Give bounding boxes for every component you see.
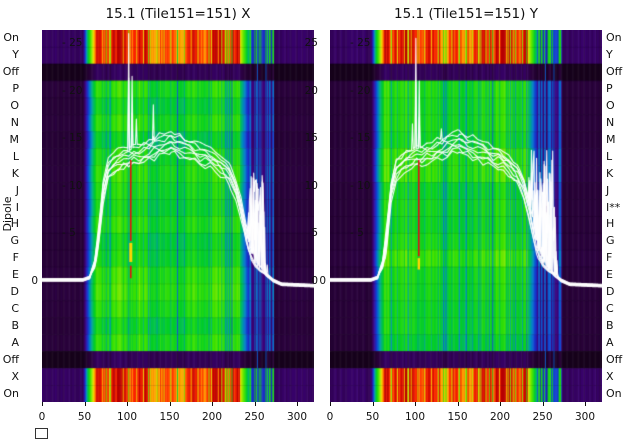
x-tick-label: 50 (77, 411, 92, 423)
dipole-label-right: Y (606, 48, 613, 62)
heatmap-canvas-x (42, 30, 314, 402)
x-tick-label: 300 (574, 411, 596, 423)
power-scale-label-right: 15 (304, 132, 318, 145)
power-scale-label-inner: - 15 (62, 132, 83, 145)
dipole-label-left: I (15, 200, 19, 214)
x-tick-mark (585, 402, 586, 406)
panel-title-x: 15.1 (Tile151=151) X (105, 6, 251, 22)
dipole-label-left: K (11, 166, 19, 180)
dipole-label-left: On (3, 31, 19, 45)
power-scale-label-zero: 0 (31, 275, 38, 287)
dipole-label-right: N (606, 116, 615, 129)
panel-title-y: 15.1 (Tile151=151) Y (394, 6, 538, 22)
power-scale-label-inner: - 10 (62, 179, 83, 192)
dipole-label-right: F (606, 251, 613, 265)
x-tick-label: 150 (159, 411, 180, 423)
power-scale-label-inner: - 10 (350, 179, 371, 192)
dipole-label-right: On (606, 386, 622, 400)
dipole-label-right: X (606, 369, 614, 383)
dipole-label-right: G (606, 234, 615, 248)
dipole-label-right: P (606, 82, 613, 96)
dipole-label-left: F (12, 251, 19, 265)
dipole-label-right: A (606, 335, 614, 349)
x-tick-mark (42, 402, 43, 406)
dipole-label-right: M (606, 132, 616, 146)
power-scale-label-right: 25 (304, 37, 318, 49)
x-tick-label: 150 (447, 411, 468, 423)
dipole-label-right: O (606, 99, 615, 113)
x-tick-mark (457, 402, 459, 406)
corner-box (35, 428, 48, 439)
power-scale-label-inner: - 15 (350, 132, 371, 145)
power-scale-label-inner: - 5 (62, 227, 76, 240)
x-tick-mark (330, 402, 331, 406)
dipole-label-left: A (11, 335, 19, 349)
x-tick-mark (212, 402, 213, 406)
dipole-label-right: K (606, 166, 614, 180)
dipole-label-right: E (606, 268, 613, 282)
x-tick-label: 100 (116, 411, 138, 423)
x-tick-label: 300 (286, 411, 308, 423)
power-scale-label-zero: 0 (319, 275, 326, 287)
dipole-label-right: Off (606, 65, 623, 79)
dipole-label-right: L (606, 149, 613, 163)
power-scale-label-inner: - 25 (350, 37, 371, 49)
dipole-label-left: Y (12, 48, 19, 62)
dipole-label-left: O (10, 99, 19, 113)
dipole-label-right: B (606, 318, 614, 332)
dipole-label-left: X (11, 369, 19, 383)
x-tick-mark (254, 402, 256, 406)
dipole-label-left: B (11, 318, 19, 332)
dipole-label-left: E (12, 268, 19, 282)
heatmap-canvas-y (330, 30, 602, 402)
power-scale-label-inner: - 25 (62, 37, 83, 49)
power-scale-label-inner: - 20 (62, 84, 83, 97)
power-scale-label-right: 20 (304, 84, 318, 97)
power-scale-label-right: 10 (304, 179, 318, 192)
dipole-label-left: Off (2, 65, 19, 79)
x-tick-mark (127, 402, 128, 406)
x-tick-mark (169, 402, 171, 406)
dipole-label-right: J (606, 183, 610, 197)
dipole-label-right: D (606, 285, 615, 299)
x-tick-mark (415, 402, 416, 406)
x-tick-mark (297, 402, 298, 406)
power-scale-label-right: 5 (311, 227, 318, 240)
x-tick-label: 200 (489, 411, 511, 423)
dipole-label-left: Off (2, 352, 19, 366)
x-tick-label: 0 (38, 411, 46, 423)
x-tick-label: 250 (244, 411, 265, 423)
dipole-label-right: I** (606, 200, 621, 214)
dipole-label-right: H (606, 217, 615, 231)
dipole-label-left: G (10, 234, 19, 248)
dipole-label-left: C (11, 302, 19, 315)
x-tick-mark (542, 402, 544, 406)
dipole-label-left: H (10, 217, 19, 231)
dipole-label-left: On (3, 386, 19, 400)
x-tick-label: 100 (404, 411, 426, 423)
dipole-label-left: M (9, 132, 20, 146)
power-scale-label-inner: - 5 (350, 227, 364, 240)
dipole-label-left: L (12, 149, 19, 163)
x-tick-label: 250 (532, 411, 553, 423)
dipole-label-left: P (12, 82, 19, 96)
x-tick-mark (500, 402, 501, 406)
x-tick-mark (84, 402, 86, 406)
x-tick-mark (372, 402, 374, 406)
power-scale-label-right: 0 (311, 275, 318, 287)
power-scale-label-inner: - 20 (350, 84, 371, 97)
dipole-label-right: C (606, 302, 614, 315)
dipole-label-left: J (15, 183, 19, 197)
dipole-label-right: Off (606, 352, 623, 366)
x-tick-label: 50 (365, 411, 380, 423)
x-tick-label: 0 (326, 411, 334, 423)
dipole-label-right: On (606, 31, 622, 45)
dipole-label-left: N (10, 116, 19, 129)
dipole-label-left: D (10, 285, 19, 299)
x-tick-label: 200 (201, 411, 223, 423)
